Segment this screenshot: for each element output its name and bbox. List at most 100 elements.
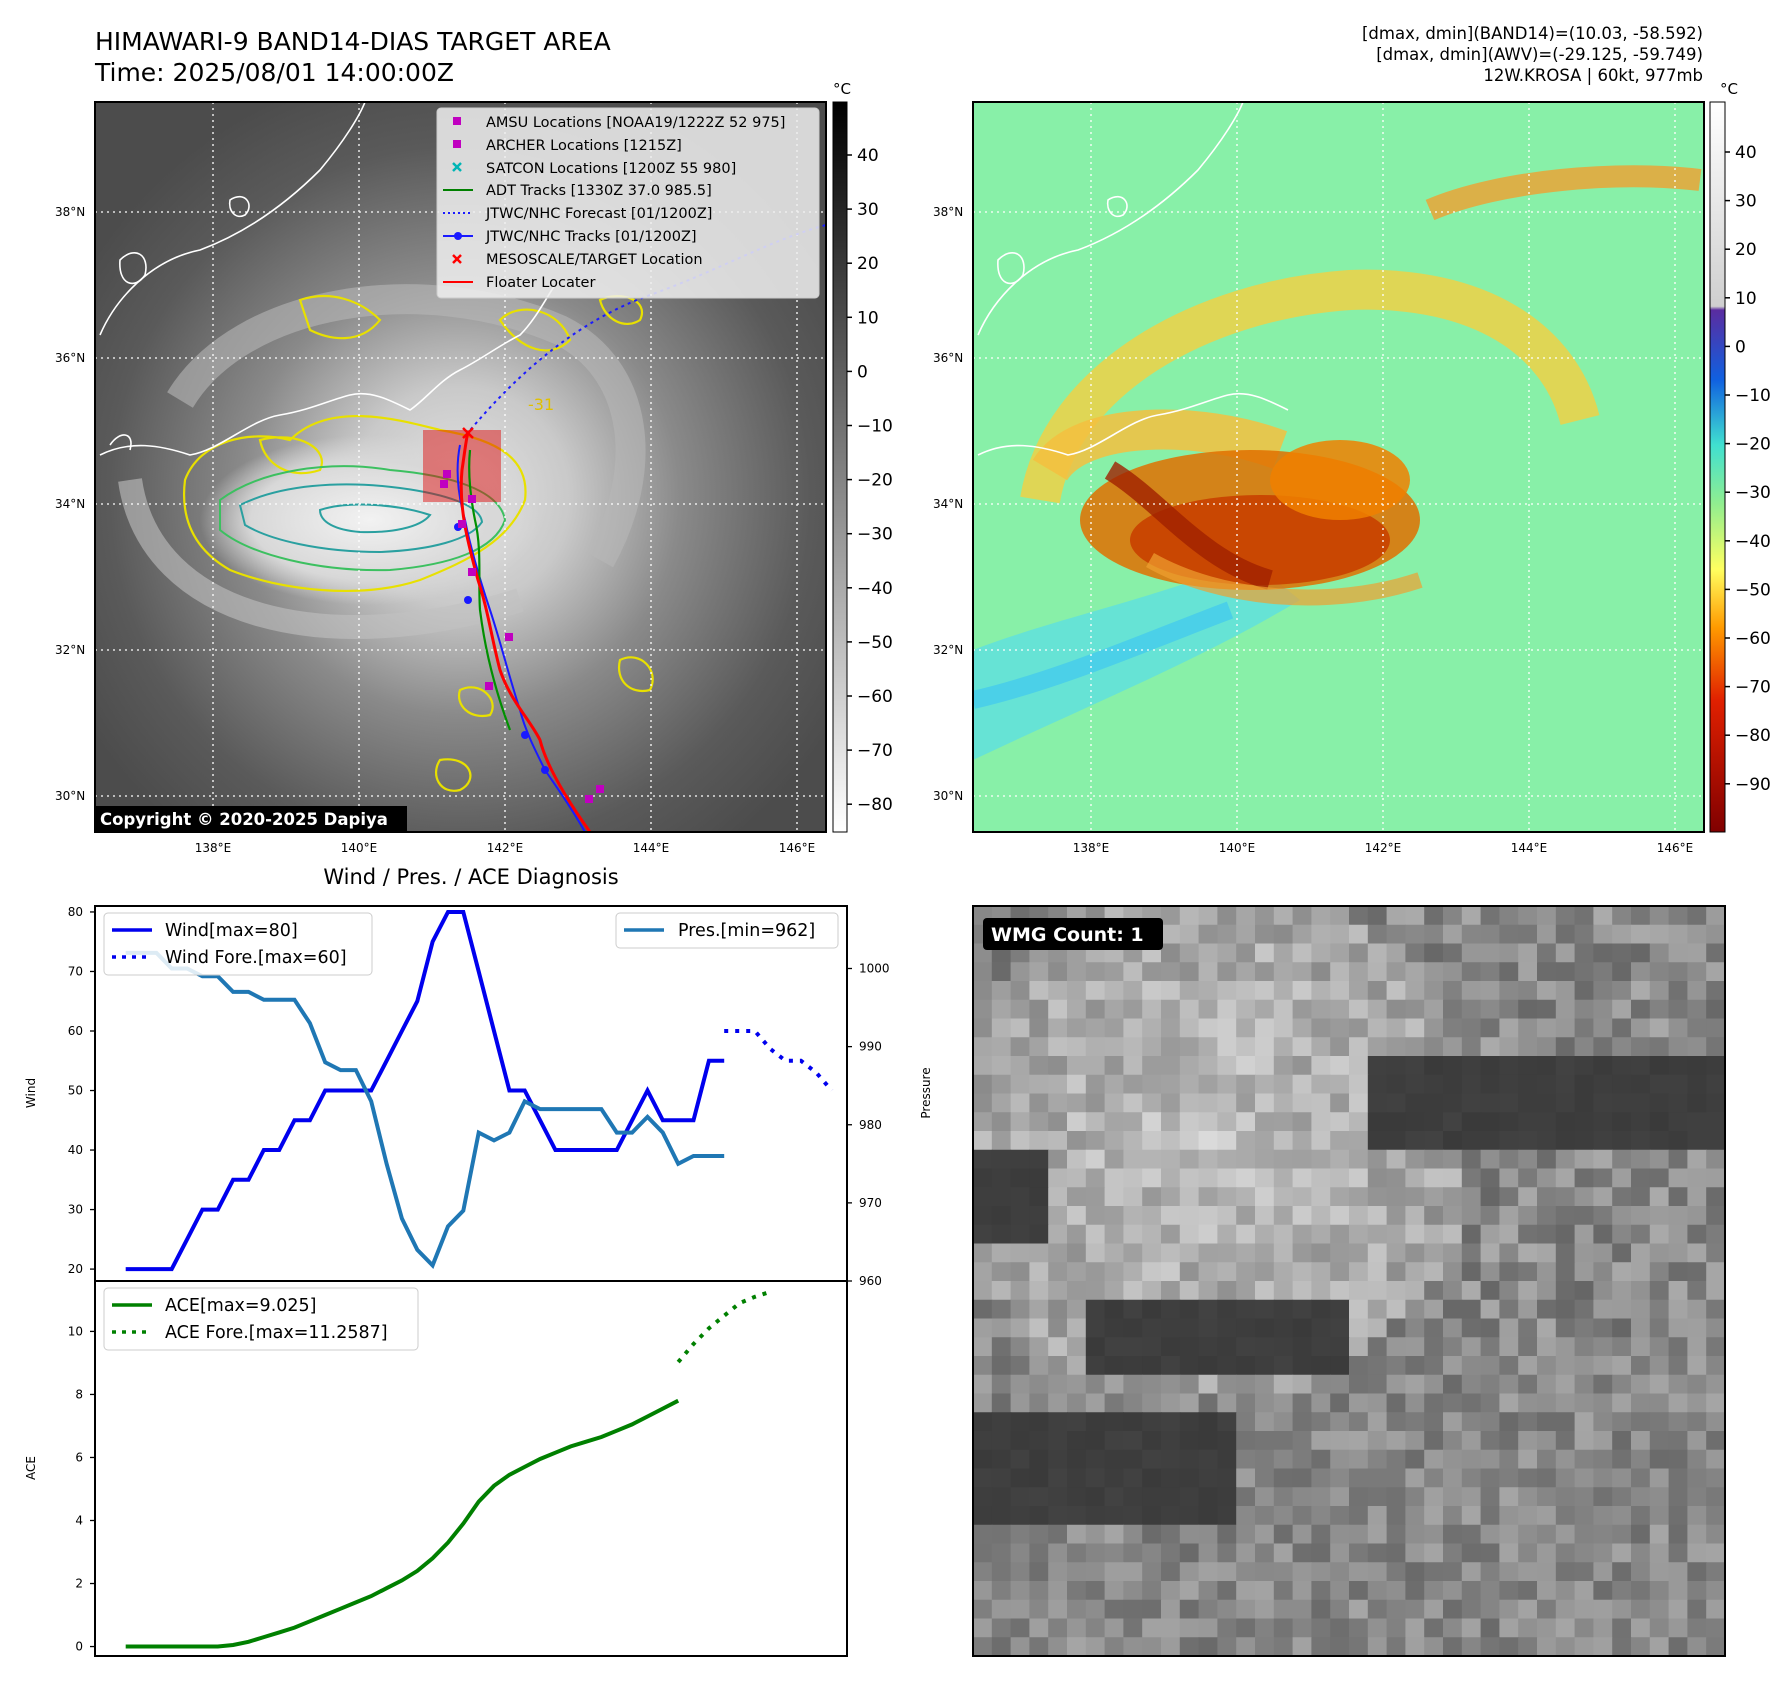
wmg-cell <box>1499 1581 1519 1601</box>
wmg-cell <box>1443 1487 1463 1507</box>
legend-archer: ARCHER Locations [1215Z] <box>486 138 682 154</box>
wmg-cell <box>1499 1168 1519 1188</box>
wmg-cell <box>1255 1449 1275 1470</box>
wmg-cell <box>1217 1487 1237 1507</box>
wmg-cell <box>1067 1168 1087 1188</box>
wmg-cell <box>1443 1018 1463 1038</box>
wmg-cell <box>1706 1206 1726 1226</box>
wmg-cell <box>1593 1112 1613 1132</box>
wmg-cell <box>1029 1168 1049 1188</box>
wmg-cell <box>1179 1468 1200 1488</box>
wmg-cell <box>1386 1224 1406 1245</box>
wmg-cell <box>1198 962 1218 982</box>
wmg-cell <box>1255 1524 1275 1545</box>
wmg-cell <box>1330 924 1350 945</box>
colorbar-tick-label: −20 <box>857 471 893 491</box>
legend-pressure: Pres.[min=962] <box>678 921 815 941</box>
wmg-cell <box>1706 1037 1726 1057</box>
wind-tick-label: 30 <box>68 1203 83 1217</box>
wmg-cell <box>1104 1449 1124 1470</box>
wmg-cell <box>1668 1356 1688 1376</box>
wmg-cell <box>1461 1018 1482 1038</box>
wmg-cell <box>1330 1468 1350 1488</box>
colorbar-tick-label: −70 <box>857 741 893 761</box>
wmg-cell <box>1010 1262 1030 1282</box>
wmg-cell <box>973 1056 993 1076</box>
wmg-cell <box>1198 1018 1218 1038</box>
wmg-cell <box>1405 1318 1425 1338</box>
wmg-cell <box>1104 1149 1124 1170</box>
wmg-cell <box>1631 1599 1651 1620</box>
wmg-cell <box>1461 1637 1482 1657</box>
wmg-cell <box>1085 1543 1106 1563</box>
wmg-cell <box>1687 1374 1707 1395</box>
wmg-cell <box>1085 1262 1106 1282</box>
wmg-cell <box>1405 1356 1425 1376</box>
wmg-cell <box>1085 1599 1106 1620</box>
wmg-cell <box>1330 1074 1350 1095</box>
ace-tick-label: 4 <box>75 1513 83 1527</box>
wmg-cell <box>1217 1543 1237 1563</box>
wmg-cell <box>1631 1374 1651 1395</box>
wmg-cell <box>1067 1618 1087 1638</box>
wmg-cell <box>1029 1149 1049 1170</box>
wmg-cell <box>1461 1581 1482 1601</box>
wmg-cell <box>973 1299 993 1320</box>
colorbar-tick-label: 30 <box>857 200 879 220</box>
wmg-cell <box>1461 1543 1482 1563</box>
wmg-cell <box>1668 943 1688 963</box>
series-line <box>676 1289 771 1364</box>
wmg-cell <box>1518 962 1538 982</box>
wmg-cell <box>1405 1431 1425 1451</box>
wmg-cell <box>1029 962 1049 982</box>
wmg-cell <box>1706 1074 1726 1095</box>
wmg-cell <box>1067 962 1087 982</box>
wmg-cell <box>1405 1168 1425 1188</box>
wmg-cell <box>1593 1093 1613 1113</box>
wmg-cell <box>1349 1581 1369 1601</box>
wmg-cell <box>1123 1224 1143 1245</box>
copyright-text: Copyright © 2020-2025 Dapiya <box>100 810 388 829</box>
wmg-cell <box>1048 1524 1068 1545</box>
wmg-cell <box>1668 1262 1688 1282</box>
wmg-cell <box>1067 1299 1087 1320</box>
wmg-cell <box>1405 1449 1425 1470</box>
wmg-cell <box>1687 1562 1707 1582</box>
wmg-cell <box>1386 1393 1406 1413</box>
wmg-cell <box>991 1374 1012 1395</box>
wmg-cell <box>1612 1356 1632 1376</box>
wmg-cell <box>1706 1281 1726 1301</box>
wmg-cell <box>1424 1206 1444 1226</box>
wmg-cell <box>973 1393 993 1413</box>
copyright-badge <box>95 806 407 832</box>
wmg-cell <box>1593 1299 1613 1320</box>
wmg-cell <box>1349 1337 1369 1357</box>
wmg-cell <box>1555 1187 1576 1207</box>
wmg-cell <box>1236 1018 1256 1038</box>
wmg-cell <box>1161 1074 1181 1095</box>
wmg-cell <box>1424 1524 1444 1545</box>
wmg-cell <box>1236 1431 1256 1451</box>
wmg-cell <box>1349 1356 1369 1376</box>
wmg-cell <box>1499 1281 1519 1301</box>
wmg-cell <box>1330 906 1350 926</box>
wmg-cell <box>1330 1149 1350 1170</box>
wmg-cell <box>1612 1018 1632 1038</box>
wmg-cell <box>991 1149 1012 1170</box>
wmg-cell <box>1367 1374 1388 1395</box>
wmg-cell <box>1518 1637 1538 1657</box>
wmg-cell <box>1085 1318 1106 1338</box>
wind-tick-label: 80 <box>68 905 83 919</box>
wmg-cell <box>1123 1112 1143 1132</box>
wmg-cell <box>1236 1543 1256 1563</box>
wmg-cell <box>991 1562 1012 1582</box>
wind-tick-label: 60 <box>68 1024 83 1038</box>
wmg-cell <box>1085 1299 1106 1320</box>
wmg-cell <box>1179 1299 1200 1320</box>
wmg-cell <box>1255 1131 1275 1151</box>
wmg-cell <box>1480 924 1500 945</box>
wmg-cell <box>1067 1187 1087 1207</box>
wmg-cell <box>1649 1637 1670 1657</box>
